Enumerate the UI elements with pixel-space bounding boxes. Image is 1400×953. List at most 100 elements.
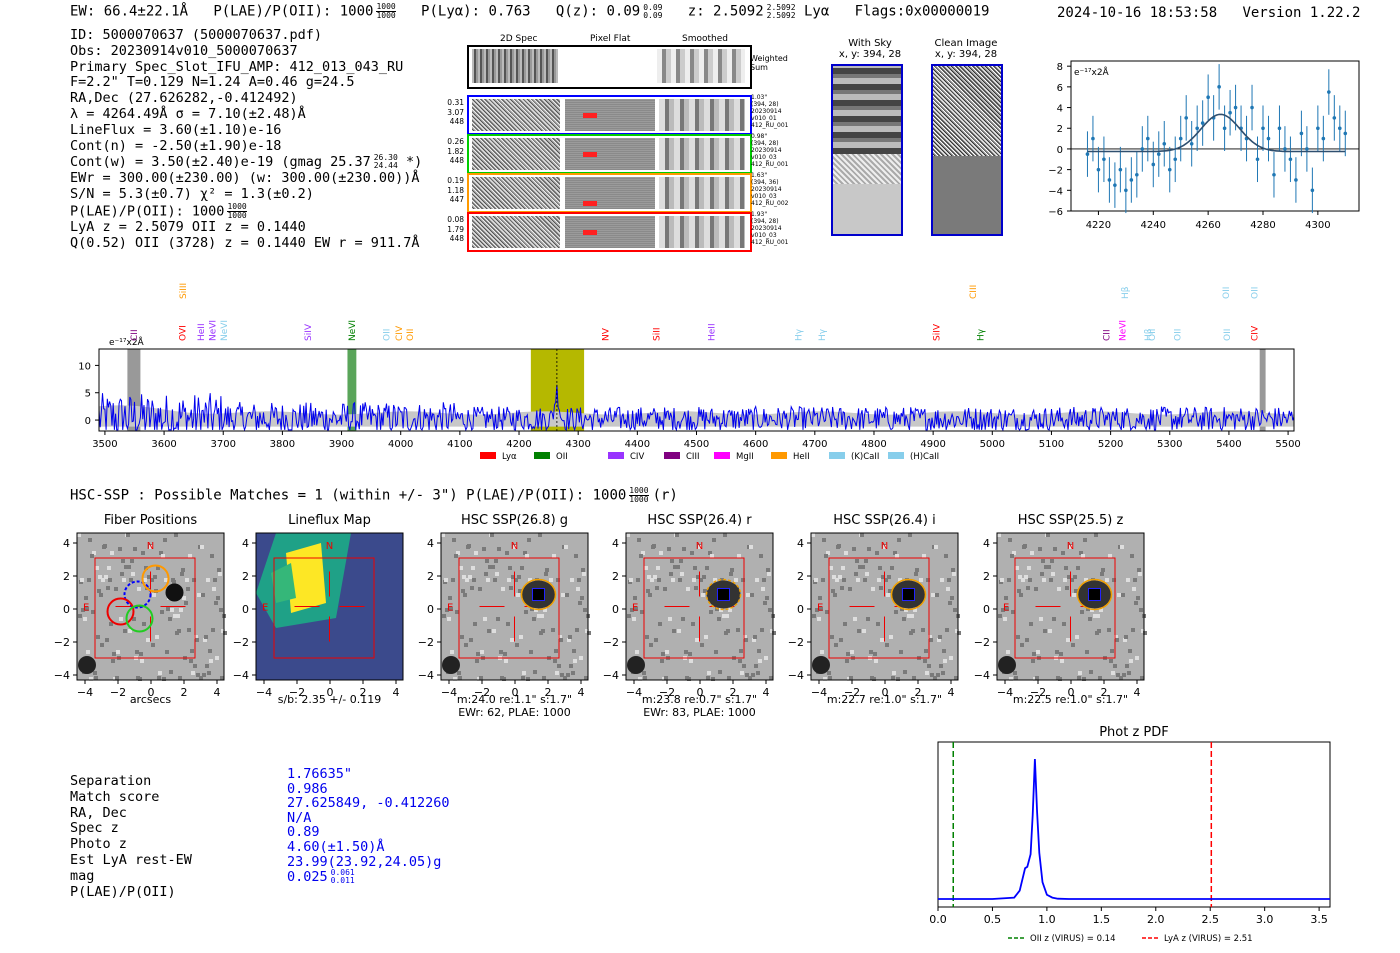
search-box [828, 557, 930, 659]
noise-pixel [869, 650, 873, 654]
zoom-point [1167, 167, 1172, 172]
noise-pixel [827, 671, 831, 675]
noise-pixel [517, 575, 521, 579]
zoom-point [1261, 126, 1265, 131]
noise-pixel [677, 629, 681, 633]
noise-pixel [471, 566, 475, 570]
emission-line-label: OII [406, 329, 416, 341]
photz-pdf-chart: Phot z PDF 0.0 0.5 1.0 1.5 2.0 2.5 3.0 3.5 OII z … [929, 725, 1331, 944]
noise-pixel [706, 676, 710, 680]
hsc-caption-1: arcsecs [129, 693, 172, 706]
noise-pixel [463, 593, 467, 597]
noise-pixel [681, 617, 685, 621]
noise-pixel [914, 572, 918, 576]
emission-line-label: SiIV [933, 323, 943, 341]
noise-pixel [1101, 568, 1105, 572]
photz-xtick-label: 0.0 [929, 913, 947, 926]
noise-pixel [516, 593, 520, 597]
spectrum-line [98, 384, 1295, 432]
noise-pixel [1032, 652, 1036, 656]
noise-pixel [208, 649, 212, 653]
info-primary: Primary Spec_Slot_IFU_AMP: 412_013_043_R… [70, 58, 404, 75]
noise-pixel [1062, 622, 1066, 626]
noise-pixel [912, 676, 916, 680]
noise-pixel [671, 578, 675, 582]
hsc-caption-2: EWr: 83, PLAE: 1000 [643, 706, 756, 719]
noise-pixel [139, 652, 143, 656]
noise-pixel [928, 635, 932, 639]
noise-pixel [708, 551, 712, 555]
noise-pixel [105, 638, 109, 642]
noise-pixel [470, 586, 474, 590]
header-qz: Q(z): 0.09 [555, 3, 641, 20]
noise-pixel [161, 554, 165, 558]
full-ytick-label: 10 [78, 361, 91, 372]
noise-pixel [1140, 676, 1144, 680]
legend-swatch [664, 452, 680, 459]
noise-pixel [525, 554, 529, 558]
noise-pixel [1038, 547, 1042, 551]
noise-pixel [1028, 578, 1032, 582]
noise-pixel [129, 578, 133, 582]
noise-pixel [560, 673, 564, 677]
xtick-label: 4 [214, 686, 221, 699]
noise-pixel [101, 578, 105, 582]
match-labels: Separation Match score RA, Dec Spec z Ph… [70, 773, 192, 900]
match-label-score: Match score [70, 788, 160, 805]
zoom-ytick-label: −4 [1048, 186, 1063, 197]
emission-line-label: HeII [197, 323, 207, 341]
noise-pixel [485, 559, 489, 563]
full-xtick-label: 3700 [211, 439, 236, 450]
noise-pixel [127, 565, 131, 569]
noise-pixel [1042, 578, 1046, 582]
match-values: 1.76635" 0.986 27.625849, -0.412260 N/A … [287, 767, 450, 885]
clean-image [931, 64, 1003, 236]
zoom-xtick-label: 4260 [1195, 220, 1220, 231]
noise-pixel [682, 547, 686, 551]
xtick-label: 2 [1101, 686, 1108, 699]
noise-pixel [461, 589, 465, 593]
zoom-xtick-label: 4220 [1086, 220, 1111, 231]
noise-pixel [116, 650, 120, 654]
noise-pixel [518, 589, 522, 593]
panel-frame [255, 532, 404, 681]
noise-pixel [1024, 575, 1028, 579]
ytick-label: 4 [242, 537, 249, 550]
noise-pixel [758, 659, 762, 663]
noise-pixel [629, 578, 633, 582]
noise-pixel [957, 631, 961, 635]
noise-pixel [120, 572, 124, 576]
hsc-panel-title: HSC SSP(26.4) i [833, 513, 936, 528]
masked-band-right [1259, 349, 1266, 431]
noise-pixel [557, 664, 561, 668]
cutout-left-value: 1.79 [447, 224, 464, 234]
noise-pixel [1043, 629, 1047, 633]
noise-pixel [718, 670, 722, 674]
legend-swatch [608, 452, 624, 459]
noise-pixel [165, 650, 169, 654]
noise-pixel [855, 559, 859, 563]
panel-frame [625, 532, 774, 681]
header-ew: EW: 66.4±22.1Å [70, 3, 189, 20]
noise-pixel [206, 578, 210, 582]
row-pixelflat [565, 216, 655, 248]
noise-pixel [665, 650, 669, 654]
photz-curve [938, 758, 1330, 900]
noise-pixel [764, 656, 768, 660]
zoom-point [1135, 172, 1139, 177]
noise-pixel [1114, 635, 1118, 639]
zoom-point [1085, 152, 1090, 156]
noise-pixel [1035, 676, 1039, 680]
noise-pixel [1129, 659, 1133, 663]
header-z: z: 2.5092 [687, 3, 764, 20]
noise-pixel [661, 652, 665, 656]
noise-pixel [1081, 554, 1085, 558]
legend-label: MgII [736, 452, 754, 462]
panel-frame [76, 532, 225, 681]
noise-pixel [559, 638, 563, 642]
noise-pixel [218, 572, 222, 576]
noise-pixel [155, 635, 159, 639]
info-sn: S/N = 5.3(±0.7) χ² = 1.3(±0.2) [70, 185, 314, 202]
full-xtick-label: 4000 [388, 439, 413, 450]
noise-pixel [143, 578, 147, 582]
